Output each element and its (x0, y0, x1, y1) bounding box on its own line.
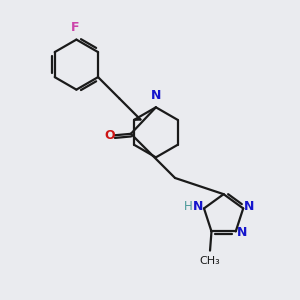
Text: H: H (183, 200, 192, 213)
Text: N: N (236, 226, 247, 239)
Text: O: O (104, 129, 115, 142)
Text: N: N (244, 200, 254, 213)
Text: N: N (151, 89, 161, 102)
Text: N: N (193, 200, 203, 213)
Text: F: F (71, 21, 79, 34)
Text: CH₃: CH₃ (200, 256, 220, 266)
